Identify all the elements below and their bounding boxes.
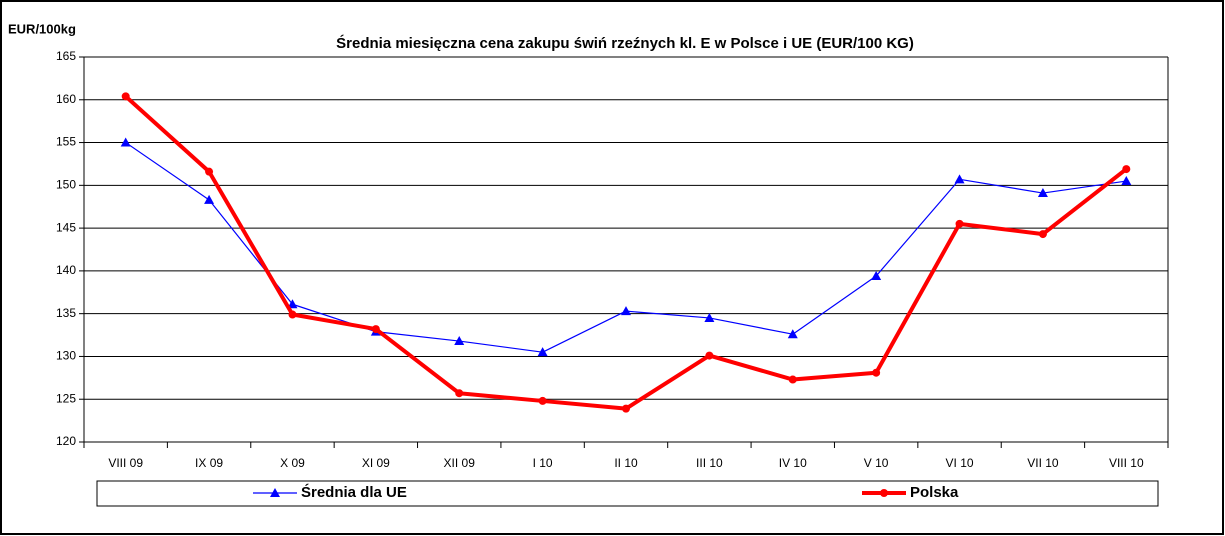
point xyxy=(205,167,214,176)
point xyxy=(538,396,547,405)
x-tick-label: VII 10 xyxy=(1027,456,1059,470)
x-tick-label: II 10 xyxy=(614,456,638,470)
x-tick-label: IX 09 xyxy=(195,456,223,470)
x-tick-label: IV 10 xyxy=(779,456,807,470)
point xyxy=(1038,230,1047,239)
y-axis-label: EUR/100kg xyxy=(8,21,76,36)
point xyxy=(621,306,631,316)
y-tick-label: 130 xyxy=(56,349,76,363)
y-tick-label: 140 xyxy=(56,263,76,277)
point xyxy=(1037,188,1048,198)
point xyxy=(622,404,630,413)
x-tick-label: XI 09 xyxy=(362,456,390,470)
x-tick-label: VI 10 xyxy=(946,456,974,470)
x-tick-label: V 10 xyxy=(864,456,889,470)
x-tick-label: XII 09 xyxy=(444,456,476,470)
point xyxy=(788,375,797,384)
point xyxy=(537,347,548,357)
point xyxy=(121,92,130,101)
legend-label: Polska xyxy=(910,484,959,501)
y-tick-label: 120 xyxy=(56,434,76,448)
x-tick-label: III 10 xyxy=(696,456,723,470)
y-tick-label: 150 xyxy=(56,178,76,192)
x-tick-label: VIII 09 xyxy=(108,456,143,470)
point xyxy=(287,299,298,309)
legend-label: Średnia dla UE xyxy=(301,483,407,501)
point xyxy=(1122,165,1131,174)
y-tick-label: 135 xyxy=(56,306,76,320)
y-tick-label: 160 xyxy=(56,92,76,106)
y-tick-label: 145 xyxy=(56,220,76,234)
legend-marker xyxy=(270,488,280,497)
point xyxy=(871,271,882,281)
x-tick-label: I 10 xyxy=(533,456,553,470)
point xyxy=(955,219,964,228)
y-tick-label: 155 xyxy=(56,135,76,149)
x-tick-label: VIII 10 xyxy=(1109,456,1144,470)
point xyxy=(787,329,798,339)
point xyxy=(704,312,715,322)
point xyxy=(872,368,881,377)
point xyxy=(288,310,297,319)
y-tick-label: 125 xyxy=(56,391,76,405)
point xyxy=(705,351,714,360)
chart-title: Średnia miesięczna cena zakupu świń rzeź… xyxy=(336,34,914,52)
point xyxy=(954,174,965,184)
point xyxy=(120,137,131,147)
legend-marker xyxy=(880,489,888,497)
point xyxy=(371,325,380,334)
point xyxy=(1121,176,1132,186)
point xyxy=(454,336,465,346)
x-tick-label: X 09 xyxy=(280,456,305,470)
point xyxy=(204,194,215,204)
point xyxy=(455,389,464,398)
y-tick-label: 165 xyxy=(56,49,76,63)
